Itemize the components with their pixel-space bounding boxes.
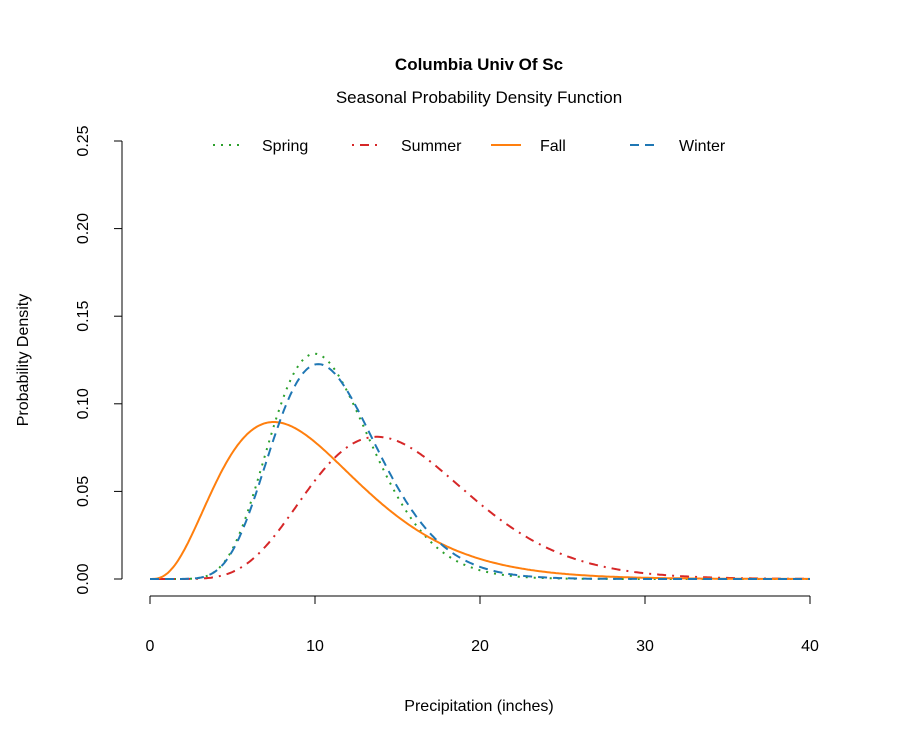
x-tick-label: 20 xyxy=(471,638,489,655)
x-tick-label: 0 xyxy=(146,638,155,655)
y-tick-label: 0.10 xyxy=(75,388,92,419)
y-axis-label: Probability Density xyxy=(15,294,32,427)
x-tick-label: 10 xyxy=(306,638,324,655)
y-tick-label: 0.25 xyxy=(75,125,92,156)
legend-label-winter: Winter xyxy=(679,138,726,155)
x-tick-label: 30 xyxy=(636,638,654,655)
legend-label-spring: Spring xyxy=(262,138,308,155)
y-tick-label: 0.00 xyxy=(75,563,92,594)
x-tick-label: 40 xyxy=(801,638,819,655)
legend-label-summer: Summer xyxy=(401,138,462,155)
series-line-fall xyxy=(150,421,810,580)
series-line-winter xyxy=(150,363,810,580)
x-axis-label: Precipitation (inches) xyxy=(404,698,553,715)
y-tick-label: 0.15 xyxy=(75,301,92,332)
legend-label-fall: Fall xyxy=(540,138,566,155)
y-tick-label: 0.20 xyxy=(75,213,92,244)
series-line-summer xyxy=(150,435,810,580)
chart-subtitle: Seasonal Probability Density Function xyxy=(336,88,622,107)
chart-title: Columbia Univ Of Sc xyxy=(395,55,563,74)
series-line-spring xyxy=(150,352,810,580)
y-tick-label: 0.05 xyxy=(75,476,92,507)
